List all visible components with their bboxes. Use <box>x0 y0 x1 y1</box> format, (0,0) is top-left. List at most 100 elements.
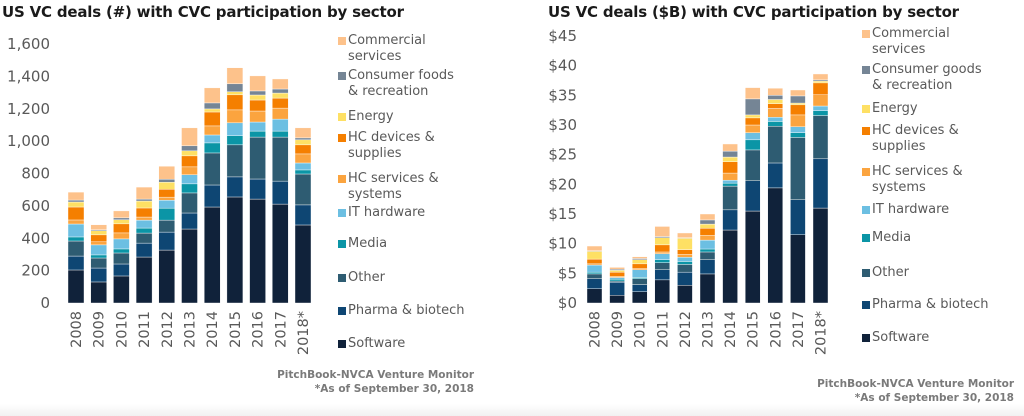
bar-segment-other-2015 <box>226 144 244 178</box>
bar-segment-other-2011 <box>135 232 153 244</box>
bar-segment-energy-2014 <box>203 108 221 113</box>
bar-segment-software-2017 <box>272 203 289 304</box>
bar-segment-media-2008 <box>586 271 603 275</box>
bar-segment-hc-devices-supplies-2017 <box>790 104 806 116</box>
legend-swatch <box>338 307 346 315</box>
x-tick-label: 2008 <box>69 311 85 348</box>
bar-segment-pharma-biotech-2012 <box>158 231 176 251</box>
bar-segment-it-hardware-2012 <box>158 200 176 209</box>
bar-segment-pharma-biotech-2013 <box>699 259 716 275</box>
x-tick-label: 2016 <box>768 311 784 348</box>
bar-segment-hc-services-systems-2013 <box>181 166 198 175</box>
bar-segment-software-2014 <box>203 206 221 304</box>
legend-item: HC services & systems <box>862 164 1024 196</box>
bar-segment-it-hardware-2017 <box>272 118 289 132</box>
bar-segment-consumer-goods-recreation-2013 <box>699 219 716 225</box>
bar-segment-consumer-goods-recreation-2014 <box>722 150 738 158</box>
y-tick-label: 1,000 <box>7 132 50 150</box>
bar-segment-software-2012 <box>158 249 176 304</box>
bar-segment-hc-services-systems-2012 <box>677 254 693 258</box>
bar-segment-energy-2018 <box>294 139 312 146</box>
bar-segment-media-2013 <box>181 183 198 194</box>
bar-segment-it-hardware-2016 <box>767 117 784 122</box>
bar-segment-consumer-foods-recreation-2013 <box>181 145 198 152</box>
bar-segment-media-2015 <box>744 139 761 151</box>
x-tick-label: 2016 <box>251 311 267 348</box>
bar-segment-energy-2016 <box>249 94 266 101</box>
legend-item: Other <box>862 265 1024 281</box>
bar-segment-other-2009 <box>90 257 107 269</box>
bar-segment-commercial-services-2017 <box>790 89 806 97</box>
bar-segment-energy-2012 <box>677 238 693 250</box>
bar-segment-hc-services-systems-2013 <box>699 235 716 241</box>
bar-segment-energy-2016 <box>767 99 784 104</box>
legend-label: Software <box>872 330 930 345</box>
legend-item: Other <box>338 270 508 286</box>
legend-label: HC devices & supplies <box>872 123 959 154</box>
bar-segment-media-2009 <box>90 254 107 259</box>
legend-swatch <box>862 301 870 309</box>
bar-segment-consumer-foods-recreation-2017 <box>272 88 289 94</box>
y-tick-label: 800 <box>21 165 50 183</box>
bar-segment-commercial-services-2014 <box>203 87 221 104</box>
plot-area: $0 $5 $10 $15 $20 $25 $30 $35 $40 $45 2008 2009 2010… <box>548 27 829 355</box>
bar-segment-software-2013 <box>699 273 716 304</box>
bar-segment-energy-2011 <box>654 237 671 246</box>
bar-segment-hc-devices-supplies-2018 <box>294 144 312 155</box>
bar-segment-hc-services-systems-2011 <box>654 251 671 254</box>
bar-segment-pharma-biotech-2010 <box>631 284 648 292</box>
bar-segment-hc-devices-supplies-2013 <box>181 155 198 168</box>
bar-segment-it-hardware-2017 <box>790 126 806 133</box>
bar-segment-media-2018 <box>294 169 312 175</box>
bar-segment-hc-services-systems-2009 <box>90 241 107 246</box>
bar-segment-other-2015 <box>744 149 761 181</box>
legend-item: Energy <box>862 101 1024 117</box>
bar-segment-hc-services-systems-2012 <box>158 196 176 201</box>
bar-segment-it-hardware-2011 <box>135 219 153 229</box>
bar-segment-pharma-biotech-2011 <box>654 269 671 281</box>
bar-segment-pharma-biotech-2016 <box>249 178 266 200</box>
bar-segment-it-hardware-2013 <box>699 239 716 250</box>
y-tick-label: $5 <box>558 264 577 282</box>
legend-swatch <box>862 334 870 342</box>
bar-segment-other-2014 <box>722 185 738 211</box>
chart-deal-count: US VC deals (#) with CVC participation b… <box>2 3 508 395</box>
bar-segment-commercial-services-2016 <box>767 88 784 96</box>
bar-segment-it-hardware-2014 <box>203 134 221 144</box>
bar-segment-other-2016 <box>767 125 784 164</box>
bar-segment-hc-services-systems-2015 <box>226 109 244 124</box>
bar-segment-software-2012 <box>677 285 693 304</box>
bar-segment-it-hardware-2018 <box>294 162 312 171</box>
bar-segment-commercial-services-2017 <box>272 78 289 90</box>
x-tick-label: 2017 <box>791 311 807 348</box>
bar-segment-commercial-services-2018 <box>294 127 312 139</box>
bar-segment-hc-services-systems-2008 <box>67 219 85 225</box>
y-tick-label: $35 <box>548 86 577 104</box>
bar-segment-commercial-services-2010 <box>631 256 648 259</box>
bar-segment-media-2015 <box>226 135 244 146</box>
bar-segment-pharma-biotech-2014 <box>203 184 221 208</box>
bar-segment-consumer-foods-recreation-2008 <box>67 199 85 203</box>
legend-swatch <box>862 206 870 214</box>
y-tick-label: 1,400 <box>7 67 50 85</box>
bar-segment-software-2008 <box>67 269 85 304</box>
bar-segment-other-2010 <box>631 278 648 285</box>
bar-segment-hc-services-systems-2016 <box>249 110 266 123</box>
bar-segment-pharma-biotech-2015 <box>744 180 761 212</box>
bar-segment-hc-devices-supplies-2012 <box>677 249 693 255</box>
bar-segment-software-2009 <box>609 295 625 304</box>
bar-segment-it-hardware-2012 <box>677 257 693 262</box>
bar-segment-hc-devices-supplies-2008 <box>586 258 603 265</box>
bar-segment-hc-devices-supplies-2016 <box>249 99 266 112</box>
legend-item: Commercial services <box>338 33 508 65</box>
bar-segment-it-hardware-2010 <box>631 269 648 278</box>
x-tick-label: 2015 <box>746 311 762 348</box>
legend-swatch <box>862 66 870 74</box>
legend-item: Pharma & biotech <box>862 297 1024 313</box>
chart-title: US VC deals ($B) with CVC participation … <box>548 3 959 21</box>
bar-segment-hc-services-systems-2017 <box>272 107 289 120</box>
bar-segment-consumer-foods-recreation-2010 <box>113 217 130 220</box>
bar-segment-consumer-foods-recreation-2018 <box>294 137 312 141</box>
y-tick-label: $45 <box>548 27 577 45</box>
bar-segment-commercial-services-2012 <box>677 232 693 238</box>
